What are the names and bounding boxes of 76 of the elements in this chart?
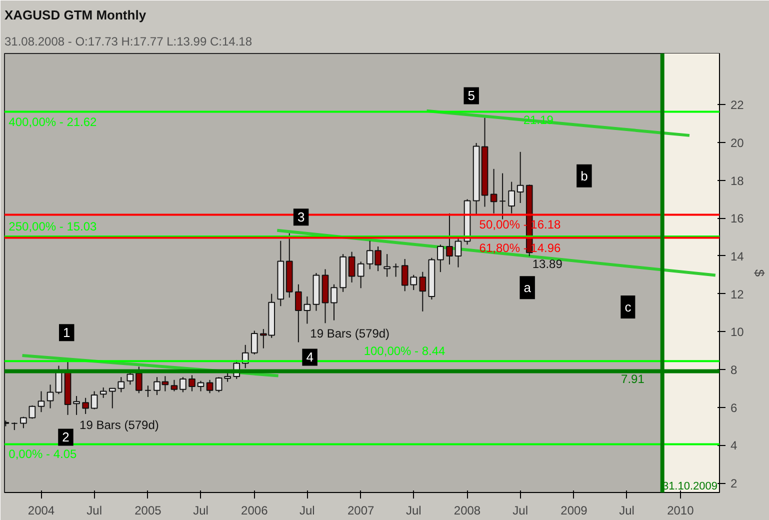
candlestick	[144, 385, 152, 398]
y-tick-label: 18	[730, 174, 744, 188]
annotation: 4	[306, 350, 314, 365]
x-tick-label: 2004	[28, 504, 55, 518]
annotation: b	[580, 168, 588, 184]
annotation: 3	[297, 210, 305, 225]
candlestick	[499, 172, 506, 220]
candlestick	[197, 380, 204, 392]
annotation: 400,00% - 21.62	[8, 114, 98, 129]
x-tick-label: 2005	[134, 504, 162, 518]
candlestick	[118, 376, 125, 393]
chart-subtitle: 31.08.2008 - O:17.73 H:17.77 L:13.99 C:14.18	[4, 34, 252, 48]
x-tick-label: Jul	[193, 504, 208, 518]
annotation: 7.91	[621, 372, 645, 386]
candlestick	[73, 395, 80, 416]
x-tick-label: Jul	[406, 504, 422, 518]
candlestick	[20, 416, 27, 429]
candlestick	[454, 237, 462, 268]
y-tick-label: 8	[730, 363, 738, 378]
candlestick	[330, 284, 338, 321]
candlestick	[90, 390, 98, 410]
candlestick	[446, 212, 453, 265]
candlestick	[348, 251, 356, 283]
x-tick-label: Jul	[512, 504, 528, 518]
candlestick	[392, 263, 400, 278]
candlestick	[384, 254, 390, 278]
candlestick	[38, 390, 45, 413]
x-tick-label: Jul	[300, 504, 315, 518]
candlestick	[28, 404, 36, 420]
annotation: 19 Bars (579d)	[310, 326, 390, 341]
candlestick	[82, 397, 89, 414]
y-axis-title: $	[752, 269, 767, 278]
annotation: 250,00% - 15.03	[8, 219, 98, 234]
candlestick	[419, 271, 426, 312]
annotation: 100,00% - 8.44	[364, 344, 446, 358]
candlestick	[108, 388, 116, 409]
x-tick-label: 2010	[667, 504, 694, 518]
candlestick	[437, 244, 444, 273]
y-tick-label: 10	[730, 325, 744, 340]
x-tick-label: Jul	[619, 504, 634, 518]
x-tick-label: Jul	[86, 504, 102, 518]
annotation: 1	[62, 325, 70, 340]
y-tick-label: 16	[730, 212, 744, 226]
candlestick	[295, 284, 302, 343]
candlestick	[46, 384, 54, 409]
annotation: 5	[468, 88, 475, 104]
annotation: c	[624, 300, 632, 315]
y-tick-label: 22	[730, 98, 744, 112]
candlestick	[170, 379, 178, 392]
y-tick-label: 12	[730, 287, 744, 302]
y-tick-label: 4	[730, 438, 738, 453]
candlestick	[357, 261, 364, 289]
y-tick-label: 2	[730, 476, 738, 491]
candlestick	[206, 379, 214, 394]
annotation: 2	[62, 430, 70, 445]
candlestick	[215, 376, 222, 393]
chart-title: XAGUSD GTM Monthly	[4, 8, 147, 22]
x-tick-label: 2008	[454, 504, 481, 518]
x-tick-label: 2007	[347, 504, 375, 518]
y-tick-label: 14	[730, 249, 744, 264]
y-tick-label: 6	[730, 400, 738, 415]
candlestick	[188, 374, 196, 392]
annotation: 13.89	[532, 257, 563, 272]
x-tick-label: 2006	[241, 504, 268, 518]
candlestick	[180, 376, 186, 393]
annotation: 19 Bars (579d)	[80, 418, 159, 432]
y-tick-label: 20	[730, 136, 744, 150]
candlestick	[508, 181, 516, 214]
candlestick	[250, 330, 258, 355]
candlestick	[304, 296, 311, 324]
candlestick	[100, 386, 107, 398]
annotation: a	[524, 280, 532, 296]
x-tick-label: 2009	[560, 504, 588, 518]
annotation: 0,00% - 4.05	[8, 447, 78, 462]
candlestick	[490, 168, 498, 214]
candlestick	[516, 151, 524, 204]
